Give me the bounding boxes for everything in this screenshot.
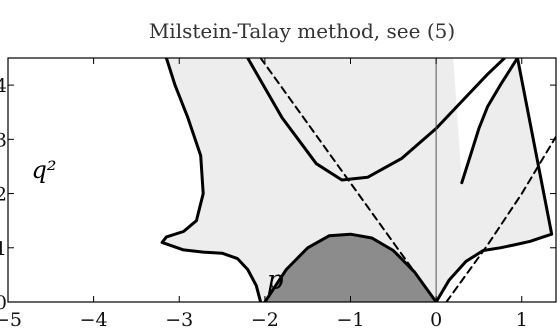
dashed-line-right-line: [445, 135, 556, 302]
chart-title: Milstein-Talay method, see (5): [149, 19, 455, 43]
plot-clipped-group: [160, 58, 556, 302]
plot-area: p: [160, 58, 556, 302]
x-tick-label: −5: [0, 309, 22, 331]
upper-curve-line: [246, 58, 507, 182]
stability-region-fill: [162, 58, 552, 302]
y-tick-label: 3: [0, 129, 7, 151]
stability-region-left-boundary-line: [160, 58, 263, 302]
annotation-p: p: [267, 265, 284, 295]
dark-region-boundary-line: [263, 232, 438, 302]
stability-region-right-boundary-line: [434, 58, 554, 302]
x-tick-label: −1: [336, 309, 364, 331]
y-axis-label: q²: [32, 156, 57, 184]
dashed-line-left-line: [259, 58, 438, 302]
x-tick-label: −2: [251, 309, 279, 331]
y-tick-label: 0: [0, 292, 7, 314]
y-tick-label: 4: [0, 75, 7, 97]
x-tick-label: −3: [165, 309, 193, 331]
plot-frame: [7, 57, 557, 303]
y-tick-label: 1: [0, 238, 7, 260]
x-tick-label: 0: [430, 309, 442, 331]
y-tick-label: 2: [0, 184, 7, 206]
axes: −5 −4 −3 −2 −1 0 1 0 1 2 3 4: [0, 57, 557, 331]
x-tick-label: −4: [80, 309, 108, 331]
x-tick-label: 1: [516, 309, 528, 331]
